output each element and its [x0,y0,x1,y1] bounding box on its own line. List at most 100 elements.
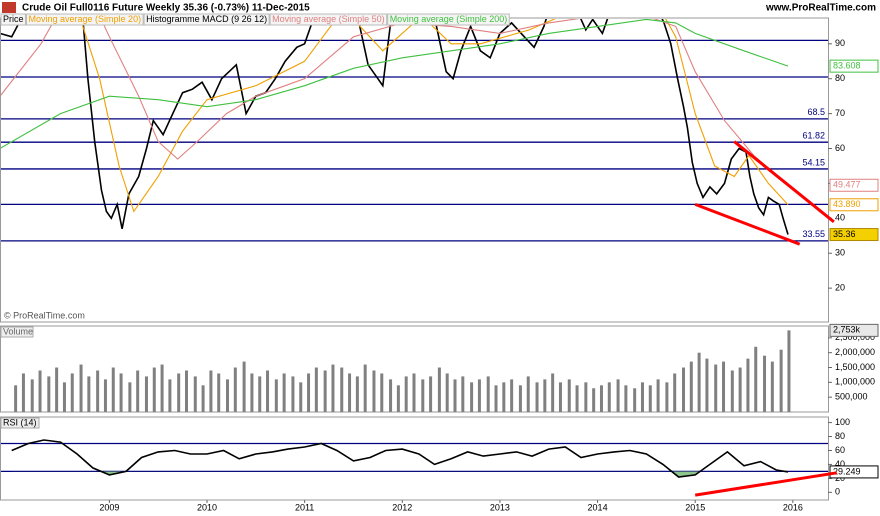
volume-bar [453,379,457,412]
volume-bar [314,367,318,412]
x-tick-label: 2014 [588,502,608,512]
y-tick-label: 2,500,000 [835,332,875,342]
volume-bar [160,364,164,412]
volume-bar [70,373,74,412]
legend-box [387,13,510,26]
volume-bar [119,373,123,412]
series-line [1,19,789,149]
volume-bar [592,388,596,412]
watermark: © ProRealTime.com [4,310,85,320]
site: www.ProRealTime.com [765,3,876,14]
y-tick-label: 500,000 [835,392,868,402]
volume-bar [62,382,66,412]
series-line [11,439,789,478]
plot-area [1,19,828,242]
y-tick-label: 0 [835,487,840,497]
volume-bar [746,358,750,412]
end-label-box [829,323,879,337]
y-tick-label: 30 [835,248,845,258]
volume-bar [274,379,278,412]
volume-bar [616,379,620,412]
y-tick-label: 100 [835,417,850,427]
volume-bar [389,379,393,412]
end-label-box [829,59,879,73]
x-tick-label: 2009 [99,502,119,512]
series-line [1,19,789,235]
volume-bar [648,385,652,412]
legend-entry: Moving average (Simple 50) [272,14,385,24]
logo-icon [2,2,16,13]
volume-bar [38,370,42,412]
volume-bar [193,376,197,412]
level-label: 68.5 [807,107,825,117]
end-label: 35.36 [833,229,856,239]
volume-bar [584,382,588,412]
volume-bar [624,385,628,412]
x-tick-label: 2013 [490,502,510,512]
x-tick-label: 2010 [197,502,217,512]
end-label-box [829,198,879,212]
volume-bar [348,373,352,412]
volume-bar [128,382,132,412]
volume-bar [79,364,83,412]
volume-bar [111,367,115,412]
volume-bar [543,379,547,412]
volume-bar [412,373,416,412]
volume-bar [607,382,611,412]
volume-bar [266,370,270,412]
volume-bar [754,346,758,412]
trend-line [694,202,801,246]
volume-bar [640,382,644,412]
volume-bar [226,379,230,412]
volume-bar [461,376,465,412]
volume-bar [168,379,172,412]
volume-bar [404,376,408,412]
volume-bar [299,382,303,412]
legend-entry: Moving average (Simple 20) [29,14,142,24]
volume-bar [787,330,791,412]
volume-bar [763,355,767,412]
volume-bar [291,376,295,412]
volume-bar [396,385,400,412]
y-tick-label: 40 [835,459,845,469]
volume-bar [437,367,441,412]
volume-bar [177,373,181,412]
volume-bar [665,382,669,412]
chart-title: Crude Oil Full0116 Future Weekly 35.36 (… [22,3,310,14]
volume-bar [770,361,774,412]
volume-bar [331,364,335,412]
volume-bar [567,379,571,412]
x-tick-label: 2011 [295,502,314,512]
x-tick-label: 2015 [685,502,705,512]
volume-bar [355,376,359,412]
volume-bar [323,370,327,412]
volume-bar [152,367,156,412]
volume-bar [282,373,286,412]
y-tick-label: 60 [835,143,845,153]
volume-bar [705,358,709,412]
level-label: 33.55 [802,229,825,239]
volume-bar [518,385,522,412]
legend-box [0,13,27,26]
volume-bar [242,361,246,412]
volume-bar [96,370,100,412]
y-tick-label: 20 [835,283,845,293]
legend-entry: Histogramme MACD (9 26 12) [146,14,267,24]
volume-bar [722,361,726,412]
y-tick-label: 1,500,000 [835,362,875,372]
plot-area [1,439,828,478]
series-line [79,19,789,213]
series-line [1,19,789,186]
volume-bar [558,382,562,412]
panel-label: RSI (14) [3,417,37,427]
legend-box [143,13,270,26]
y-tick-label: 60 [835,445,845,455]
volume-bar [633,388,637,412]
volume-bar [103,379,107,412]
volume-bar [47,376,51,412]
volume-bar [551,373,555,412]
volume-bar [55,367,59,412]
panel-label-box [0,417,40,429]
volume-bar [681,367,685,412]
